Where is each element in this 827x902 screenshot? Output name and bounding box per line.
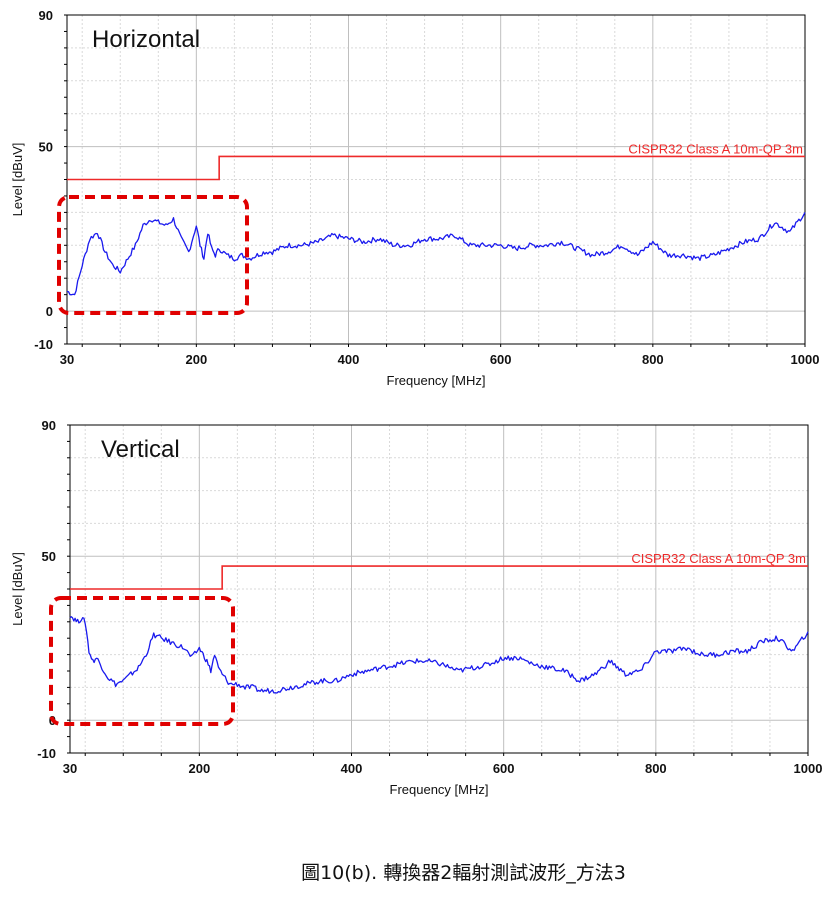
x-tick-label: 1000 (794, 761, 823, 776)
y-tick-label: 90 (42, 418, 56, 433)
y-tick-label: -10 (34, 337, 53, 352)
measured-trace (69, 616, 809, 694)
x-tick-label: 600 (493, 761, 515, 776)
chart-1: 90 50 0 -10 30 200 400 600 800 1000 Frequency [MHz… (10, 8, 819, 388)
x-tick-label: 800 (642, 352, 664, 367)
y-tick-label: 90 (39, 8, 53, 23)
x-tick-label: 600 (490, 352, 512, 367)
limit-line (70, 565, 808, 590)
highlight-box (57, 195, 249, 315)
x-tick-label: 30 (63, 761, 77, 776)
x-tick-label: 200 (188, 761, 210, 776)
x-tick-label: 30 (60, 352, 74, 367)
x-tick-label: 1000 (791, 352, 820, 367)
y-tick-label: 0 (46, 304, 53, 319)
y-tick-label: 50 (42, 549, 56, 564)
x-tick-label: 800 (645, 761, 667, 776)
caption-text: 圖10(b). 轉換器2輻射測試波形_方法3 (301, 862, 626, 884)
limit-line (67, 155, 805, 181)
highlight-box (49, 596, 235, 726)
y-axis-label: Level [dBuV] (10, 143, 25, 217)
chart-title: Horizontal (92, 26, 200, 53)
x-tick-label: 400 (338, 352, 360, 367)
chart-title: Vertical (101, 436, 180, 463)
figure-caption: 圖10(b). 轉換器2輻射測試波形_方法3 (0, 858, 827, 885)
limit-line-label: CISPR32 Class A 10m-QP 3m (631, 551, 806, 566)
y-axis-label: Level [dBuV] (10, 552, 25, 626)
x-tick-label: 200 (185, 352, 207, 367)
y-tick-label: -10 (37, 746, 56, 761)
measured-trace (66, 212, 806, 296)
x-axis-label: Frequency [MHz] (390, 782, 489, 797)
y-tick-label: 50 (39, 140, 53, 155)
x-axis-label: Frequency [MHz] (387, 373, 486, 388)
x-tick-label: 400 (341, 761, 363, 776)
limit-line-label: CISPR32 Class A 10m-QP 3m (628, 141, 803, 156)
